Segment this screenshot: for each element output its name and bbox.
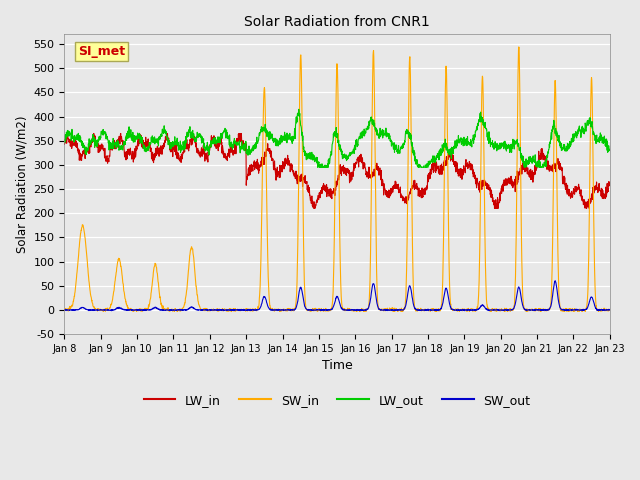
Text: SI_met: SI_met (78, 45, 125, 59)
Legend: LW_in, SW_in, LW_out, SW_out: LW_in, SW_in, LW_out, SW_out (138, 389, 536, 412)
X-axis label: Time: Time (322, 360, 353, 372)
Y-axis label: Solar Radiation (W/m2): Solar Radiation (W/m2) (15, 116, 28, 253)
Title: Solar Radiation from CNR1: Solar Radiation from CNR1 (244, 15, 430, 29)
